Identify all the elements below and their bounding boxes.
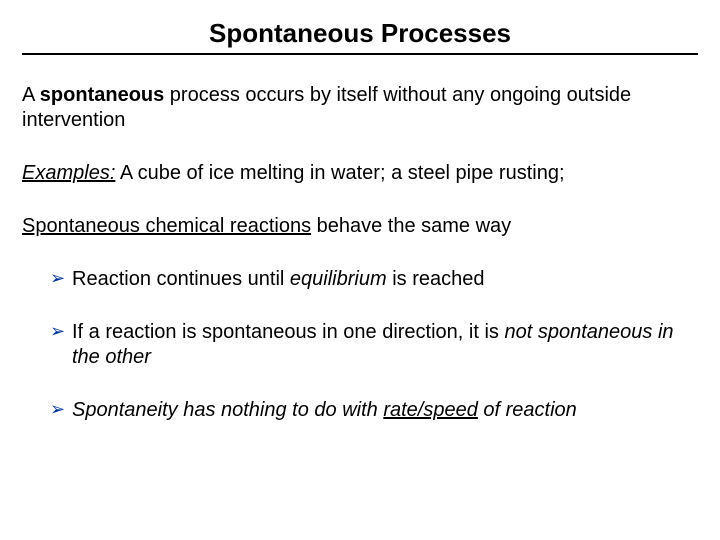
text-segment: If a reaction is spontaneous in one dire… bbox=[72, 321, 504, 343]
paragraph-spontaneous-reactions: Spontaneous chemical reactions behave th… bbox=[22, 214, 698, 239]
text-segment: A bbox=[22, 84, 40, 106]
text-italic: of reaction bbox=[478, 399, 577, 421]
paragraph-definition: A spontaneous process occurs by itself w… bbox=[22, 83, 698, 133]
bullet-item: ➢ If a reaction is spontaneous in one di… bbox=[50, 320, 698, 370]
paragraph-examples: Examples: A cube of ice melting in water… bbox=[22, 161, 698, 186]
bullet-list: ➢ Reaction continues until equilibrium i… bbox=[22, 267, 698, 423]
text-segment: behave the same way bbox=[311, 215, 511, 237]
bullet-marker-icon: ➢ bbox=[50, 398, 65, 421]
text-italic: equilibrium bbox=[290, 268, 387, 290]
text-segment: Reaction continues until bbox=[72, 268, 290, 290]
text-italic-underline: rate/speed bbox=[383, 399, 478, 421]
bullet-item: ➢ Spontaneity has nothing to do with rat… bbox=[50, 398, 698, 423]
text-segment: A cube of ice melting in water; a steel … bbox=[115, 162, 564, 184]
title-divider bbox=[22, 53, 698, 55]
text-underline: Spontaneous chemical reactions bbox=[22, 215, 311, 237]
text-segment: is reached bbox=[387, 268, 485, 290]
text-italic: Spontaneity has nothing to do with bbox=[72, 399, 383, 421]
bullet-item: ➢ Reaction continues until equilibrium i… bbox=[50, 267, 698, 292]
examples-label: Examples: bbox=[22, 162, 115, 184]
text-bold: spontaneous bbox=[40, 84, 164, 106]
slide-title: Spontaneous Processes bbox=[22, 18, 698, 49]
bullet-marker-icon: ➢ bbox=[50, 267, 65, 290]
bullet-marker-icon: ➢ bbox=[50, 320, 65, 343]
